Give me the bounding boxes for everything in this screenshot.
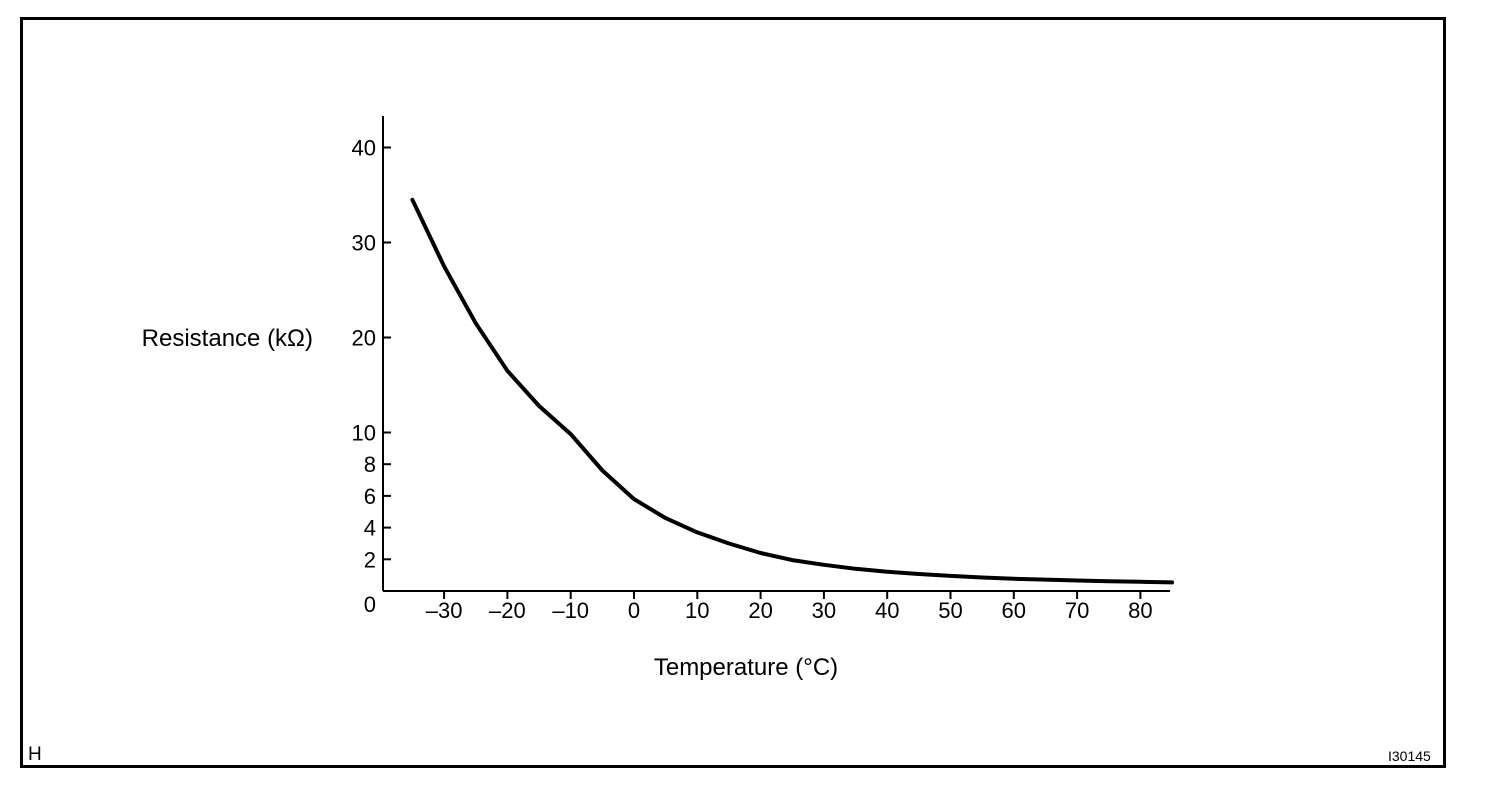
y-tick-label: 30 (352, 231, 376, 256)
y-tick-label: 20 (352, 326, 376, 351)
x-tick-label: 60 (1002, 598, 1026, 623)
ticks: –30 –20 –10 0 10 20 30 40 50 60 70 80 2 4 6 8 10 20 30 40 0 (352, 136, 1153, 624)
y-tick-label: 10 (352, 421, 376, 446)
figure-id-label: I30145 (1388, 748, 1431, 764)
y-tick-label: 40 (352, 136, 376, 161)
x-tick-label: 40 (875, 598, 899, 623)
x-tick-label: –20 (489, 598, 526, 623)
y-tick-label: 4 (364, 516, 376, 541)
x-tick-label: 0 (628, 598, 640, 623)
figure-corner-label: H (28, 744, 42, 765)
x-tick-label: –30 (426, 598, 463, 623)
y-tick-label: 8 (364, 452, 376, 477)
x-axis-label: Temperature (°C) (654, 654, 838, 681)
y-tick-label-zero: 0 (364, 592, 376, 617)
x-tick-label: 70 (1065, 598, 1089, 623)
y-tick-label: 6 (364, 484, 376, 509)
axes (382, 116, 1170, 592)
x-tick-label: 80 (1128, 598, 1152, 623)
x-tick-label: 10 (685, 598, 709, 623)
x-tick-label: 20 (748, 598, 772, 623)
y-axis-label: Resistance (kΩ) (142, 325, 313, 352)
x-tick-label: 50 (938, 598, 962, 623)
y-tick-label: 2 (364, 547, 376, 572)
x-tick-label: –10 (552, 598, 589, 623)
resistance-curve (410, 197, 1174, 585)
x-tick-label: 30 (812, 598, 836, 623)
figure-frame (20, 17, 1446, 768)
